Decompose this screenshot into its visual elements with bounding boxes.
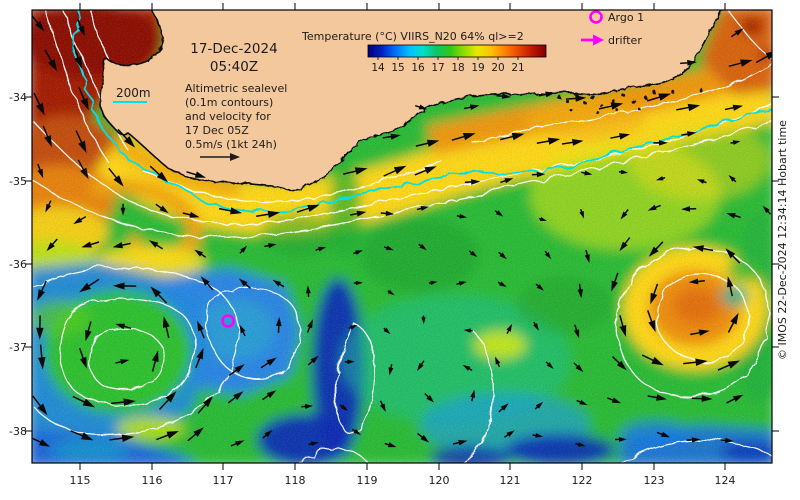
argo-legend-label: Argo 1 (608, 11, 644, 24)
depth-contour-label: 200m (116, 86, 151, 100)
colorbar-tick-labels: 14 15 16 17 18 19 20 21 (371, 57, 525, 74)
svg-text:121: 121 (500, 474, 521, 487)
svg-text:118: 118 (285, 474, 306, 487)
svg-text:16: 16 (411, 62, 425, 74)
credit-text: © IMOS 22-Dec-2024 12:34:14 Hobart time (776, 120, 789, 360)
altimetry-line-2: (0.1m contours) (185, 96, 273, 109)
svg-text:-34: -34 (9, 91, 27, 104)
svg-text:122: 122 (572, 474, 593, 487)
svg-text:124: 124 (715, 474, 736, 487)
axis-ticks (25, 3, 779, 470)
land-mass (98, 10, 721, 190)
svg-text:117: 117 (213, 474, 234, 487)
altimetry-line-4: 17 Dec 05Z (185, 124, 249, 137)
land-fill (99, 10, 720, 190)
svg-text:17: 17 (431, 62, 444, 74)
svg-text:116: 116 (142, 474, 163, 487)
velocity-scale-arrow (200, 153, 240, 161)
velocity-arrows (32, 14, 772, 448)
map-legend: Argo 1 drifter (581, 10, 644, 47)
svg-text:119: 119 (357, 474, 378, 487)
svg-text:15: 15 (391, 62, 404, 74)
coastline (98, 10, 721, 190)
ssh-contour-lines (32, 10, 772, 463)
altimetry-line-1: Altimetric sealevel (185, 82, 287, 95)
x-axis-labels: 115 116 117 118 119 120 121 122 123 124 (70, 474, 736, 487)
y-axis-labels: -34 -35 -36 -37 -38 (9, 91, 27, 438)
svg-text:115: 115 (70, 474, 91, 487)
svg-text:123: 123 (644, 474, 665, 487)
svg-text:18: 18 (451, 62, 464, 74)
altimetry-note: Altimetric sealevel (0.1m contours) and … (185, 82, 287, 161)
temperature-colorbar: Temperature (°C) VIIRS_N20 64% ql>=2 14 1… (301, 30, 547, 74)
argo-float-marker (221, 314, 235, 328)
svg-text:19: 19 (471, 62, 484, 74)
svg-text:120: 120 (429, 474, 450, 487)
altimetry-line-5: 0.5m/s (1kt 24h) (185, 138, 277, 151)
obs-time: 05:40Z (210, 59, 258, 75)
drifter-legend-icon (581, 34, 604, 46)
svg-text:-36: -36 (9, 258, 27, 271)
colorbar-title: Temperature (°C) VIIRS_N20 64% ql>=2 (301, 30, 524, 43)
svg-text:14: 14 (371, 62, 385, 74)
svg-text:-37: -37 (9, 341, 27, 354)
drifter-legend-label: drifter (608, 34, 642, 47)
bathymetry-200m-line (73, 10, 772, 211)
argo-legend-icon (589, 10, 603, 24)
altimetry-line-3: and velocity for (185, 110, 271, 123)
svg-text:20: 20 (491, 62, 504, 74)
plot-frame (31, 9, 773, 464)
svg-text:-38: -38 (9, 425, 27, 438)
svg-text:-35: -35 (9, 175, 27, 188)
svg-text:21: 21 (511, 62, 524, 74)
obs-date: 17-Dec-2024 (190, 41, 277, 57)
